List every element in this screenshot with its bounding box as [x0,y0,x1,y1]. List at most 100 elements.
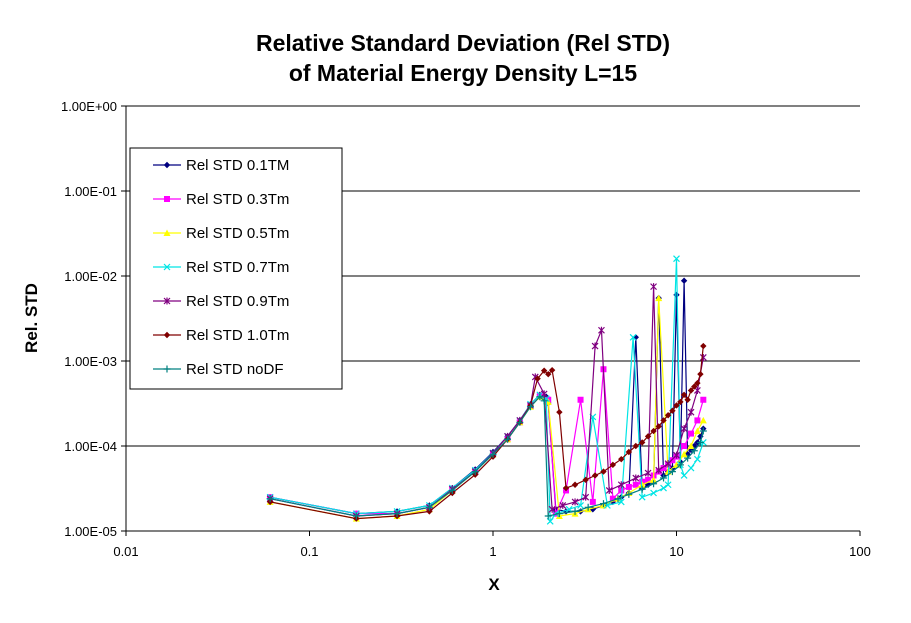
data-point [352,512,360,520]
data-point [598,326,605,334]
data-point [660,465,667,472]
data-point [644,481,652,488]
data-point [645,476,652,483]
data-point [669,457,676,464]
data-point [700,396,707,403]
data-point [632,481,639,488]
data-point [684,454,692,462]
x-tick-label: 100 [849,544,871,559]
data-point [650,489,657,497]
legend: Rel STD 0.1TM Rel STD 0.3Tm Rel STD 0.5Tm R… [129,147,343,390]
data-point [673,402,680,409]
data-point [687,442,695,449]
legend-label: Rel STD 0.3Tm [186,191,289,208]
data-point [393,510,401,518]
chart-title-line-2: of Material Energy Density L=15 [289,60,638,86]
x-tick-label: 0.01 [113,544,138,559]
data-point [591,342,599,350]
y-tick-label: 1.00E-02 [64,269,117,284]
series-lines [266,255,707,525]
series-line [269,258,704,524]
data-point [545,370,552,378]
x-axis-title: X [488,575,500,594]
data-point [571,507,579,515]
legend-item: Rel STD 0.1TM [153,157,289,174]
data-point [664,412,672,419]
data-point [687,387,695,394]
legend-marker [163,331,171,339]
data-point [599,500,607,508]
legend-label: Rel STD 0.9Tm [186,293,289,310]
data-point [677,398,684,406]
chart-title: Relative Standard Deviation (Rel STD) of… [256,30,670,86]
data-point [516,418,524,426]
data-point [644,433,652,440]
data-point [540,390,548,398]
data-point [559,501,567,509]
data-point [600,468,607,475]
legend-item: Rel STD 1.0Tm [153,327,289,344]
series-line [269,395,704,517]
legend-marker [163,365,171,373]
data-point [266,495,274,503]
y-tick-label: 1.00E-01 [64,184,117,199]
data-point [638,485,646,493]
data-point [548,505,556,513]
data-point [571,498,579,506]
data-point [556,408,563,416]
data-point [625,490,633,498]
y-tick-label: 1.00E-05 [64,524,117,539]
legend-label: Rel STD 1.0Tm [186,327,289,344]
data-point [536,393,544,401]
data-point [540,367,548,374]
data-point [448,486,456,494]
data-point [664,481,672,489]
data-point [565,505,573,513]
data-point [681,443,688,449]
data-point [555,510,563,518]
data-point [660,417,667,424]
data-point [589,498,596,505]
data-point [673,255,680,263]
data-point [650,427,657,435]
data-point [489,450,497,458]
x-tick-label: 1 [489,544,496,559]
data-point [562,484,570,492]
data-point [691,383,698,390]
data-point [426,508,433,515]
data-point [584,503,592,511]
data-point [577,501,584,509]
data-point [614,495,622,503]
legend-label: Rel STD 0.7Tm [186,259,289,276]
data-point [655,466,663,474]
data-point [699,427,707,435]
x-tick-label: 0.1 [300,544,318,559]
y-tick-label: 1.00E+00 [61,99,117,114]
data-point [668,468,676,476]
legend-label: Rel STD 0.1TM [186,157,289,174]
data-point [526,403,534,411]
data-point [688,430,695,437]
data-point [687,464,695,472]
data-point [650,480,658,488]
data-point [684,396,691,403]
legend-item: Rel STD 0.3Tm [153,191,289,208]
data-point [571,481,579,488]
y-tick-label: 1.00E-03 [64,354,117,369]
data-point [471,468,479,476]
axes [121,105,861,536]
data-point [638,439,646,446]
data-point [694,379,701,387]
series-7 [266,393,707,520]
data-point [638,481,646,488]
series-line [269,345,704,520]
data-point [680,450,688,458]
data-point [605,486,613,494]
data-point [582,493,590,501]
data-point [673,291,680,299]
data-point [696,438,704,446]
data-point [687,408,695,416]
data-point [638,493,646,501]
data-point [629,333,637,341]
